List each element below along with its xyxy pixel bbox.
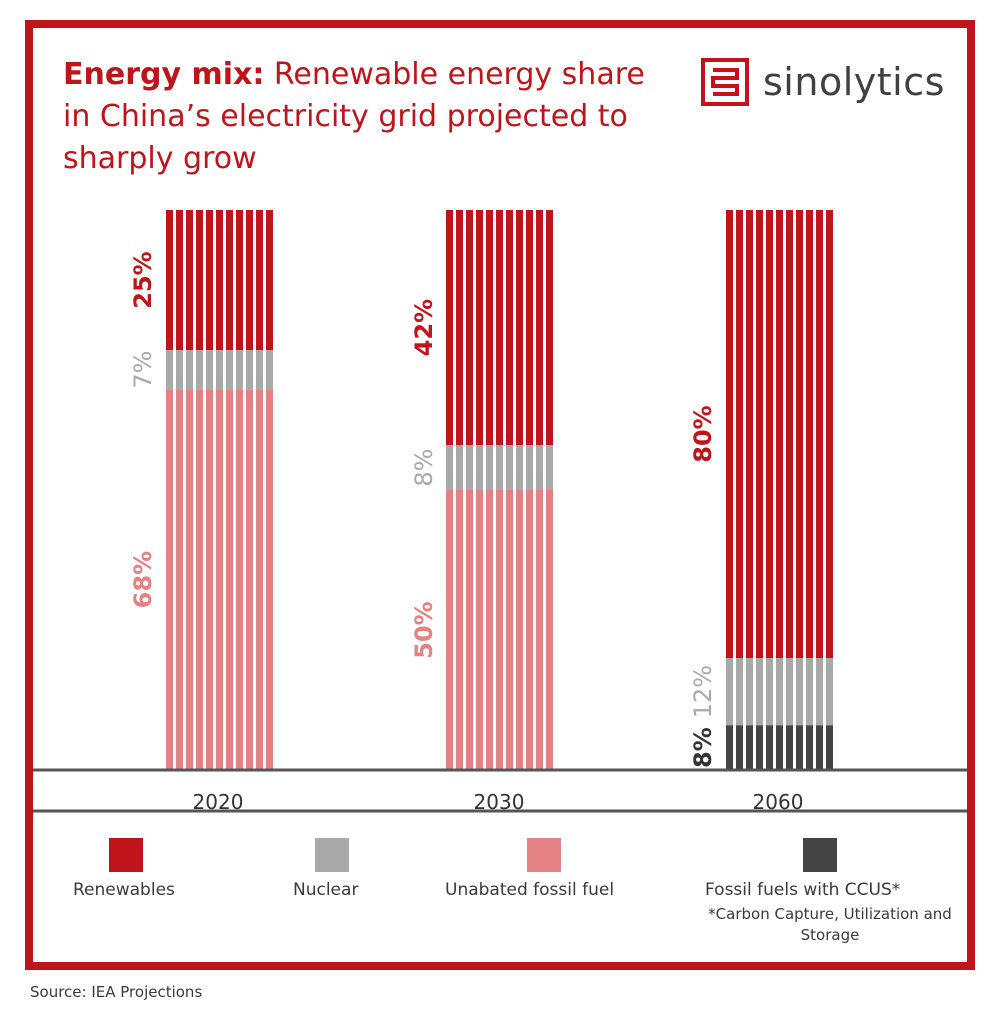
title-bold: Energy mix:	[63, 57, 265, 92]
source-note: Source: IEA Projections	[30, 983, 203, 1001]
bar-stripes-renewables-2020	[161, 210, 275, 350]
chart-frame: Energy mix: Renewable energy share in Ch…	[25, 20, 975, 970]
legend-swatch-fossil	[527, 838, 561, 872]
brand-logo: sinolytics	[701, 58, 945, 106]
title-rest: Renewable energy share in China’s electr…	[63, 57, 645, 176]
legend-swatch-nuclear	[315, 838, 349, 872]
legend-swatch-ccus	[803, 838, 837, 872]
bar-group-2060: 8% 12% 80%	[689, 210, 835, 770]
bar-stripes-ccus-2060	[721, 725, 835, 770]
chart-title: Energy mix: Renewable energy share in Ch…	[63, 54, 663, 180]
data-label-fossil-2030: 50%	[410, 601, 438, 658]
data-label-nuclear-2020: 7%	[129, 351, 157, 389]
data-label-renewables-2030: 42%	[410, 299, 438, 356]
legend-swatch-renewables	[109, 838, 143, 872]
bar-group-2030: 50% 8% 42%	[410, 210, 556, 770]
legend: Renewables Nuclear Unabated fossil fuel …	[33, 818, 967, 962]
data-label-renewables-2060: 80%	[689, 405, 717, 462]
legend-label-renewables: Renewables	[73, 880, 175, 900]
data-label-nuclear-2030: 8%	[410, 449, 438, 487]
bar-stripes-renewables-2060	[721, 210, 835, 658]
legend-label-nuclear: Nuclear	[293, 880, 359, 900]
bar-stripes-nuclear-2020	[161, 350, 275, 390]
brand-name: sinolytics	[763, 60, 945, 104]
data-label-nuclear-2060: 12%	[689, 665, 717, 718]
bar-stripes-renewables-2030	[442, 210, 556, 446]
bar-stripes-nuclear-2060	[721, 658, 835, 726]
legend-label-ccus: Fossil fuels with CCUS*	[705, 880, 901, 900]
bar-stripes-fossil-2020	[161, 389, 275, 770]
data-label-ccus-2060: 8%	[689, 727, 717, 768]
data-label-renewables-2020: 25%	[129, 251, 157, 308]
bar-stripes-nuclear-2030	[442, 445, 556, 490]
legend-footnote: *Carbon Capture, Utilization and Storage	[708, 905, 952, 944]
data-label-fossil-2020: 68%	[129, 551, 157, 608]
bar-group-2020: 68% 7% 25%	[129, 210, 275, 770]
legend-label-fossil: Unabated fossil fuel	[445, 880, 615, 900]
meander-logo-icon	[701, 58, 749, 106]
bar-stripes-fossil-2030	[442, 490, 556, 770]
